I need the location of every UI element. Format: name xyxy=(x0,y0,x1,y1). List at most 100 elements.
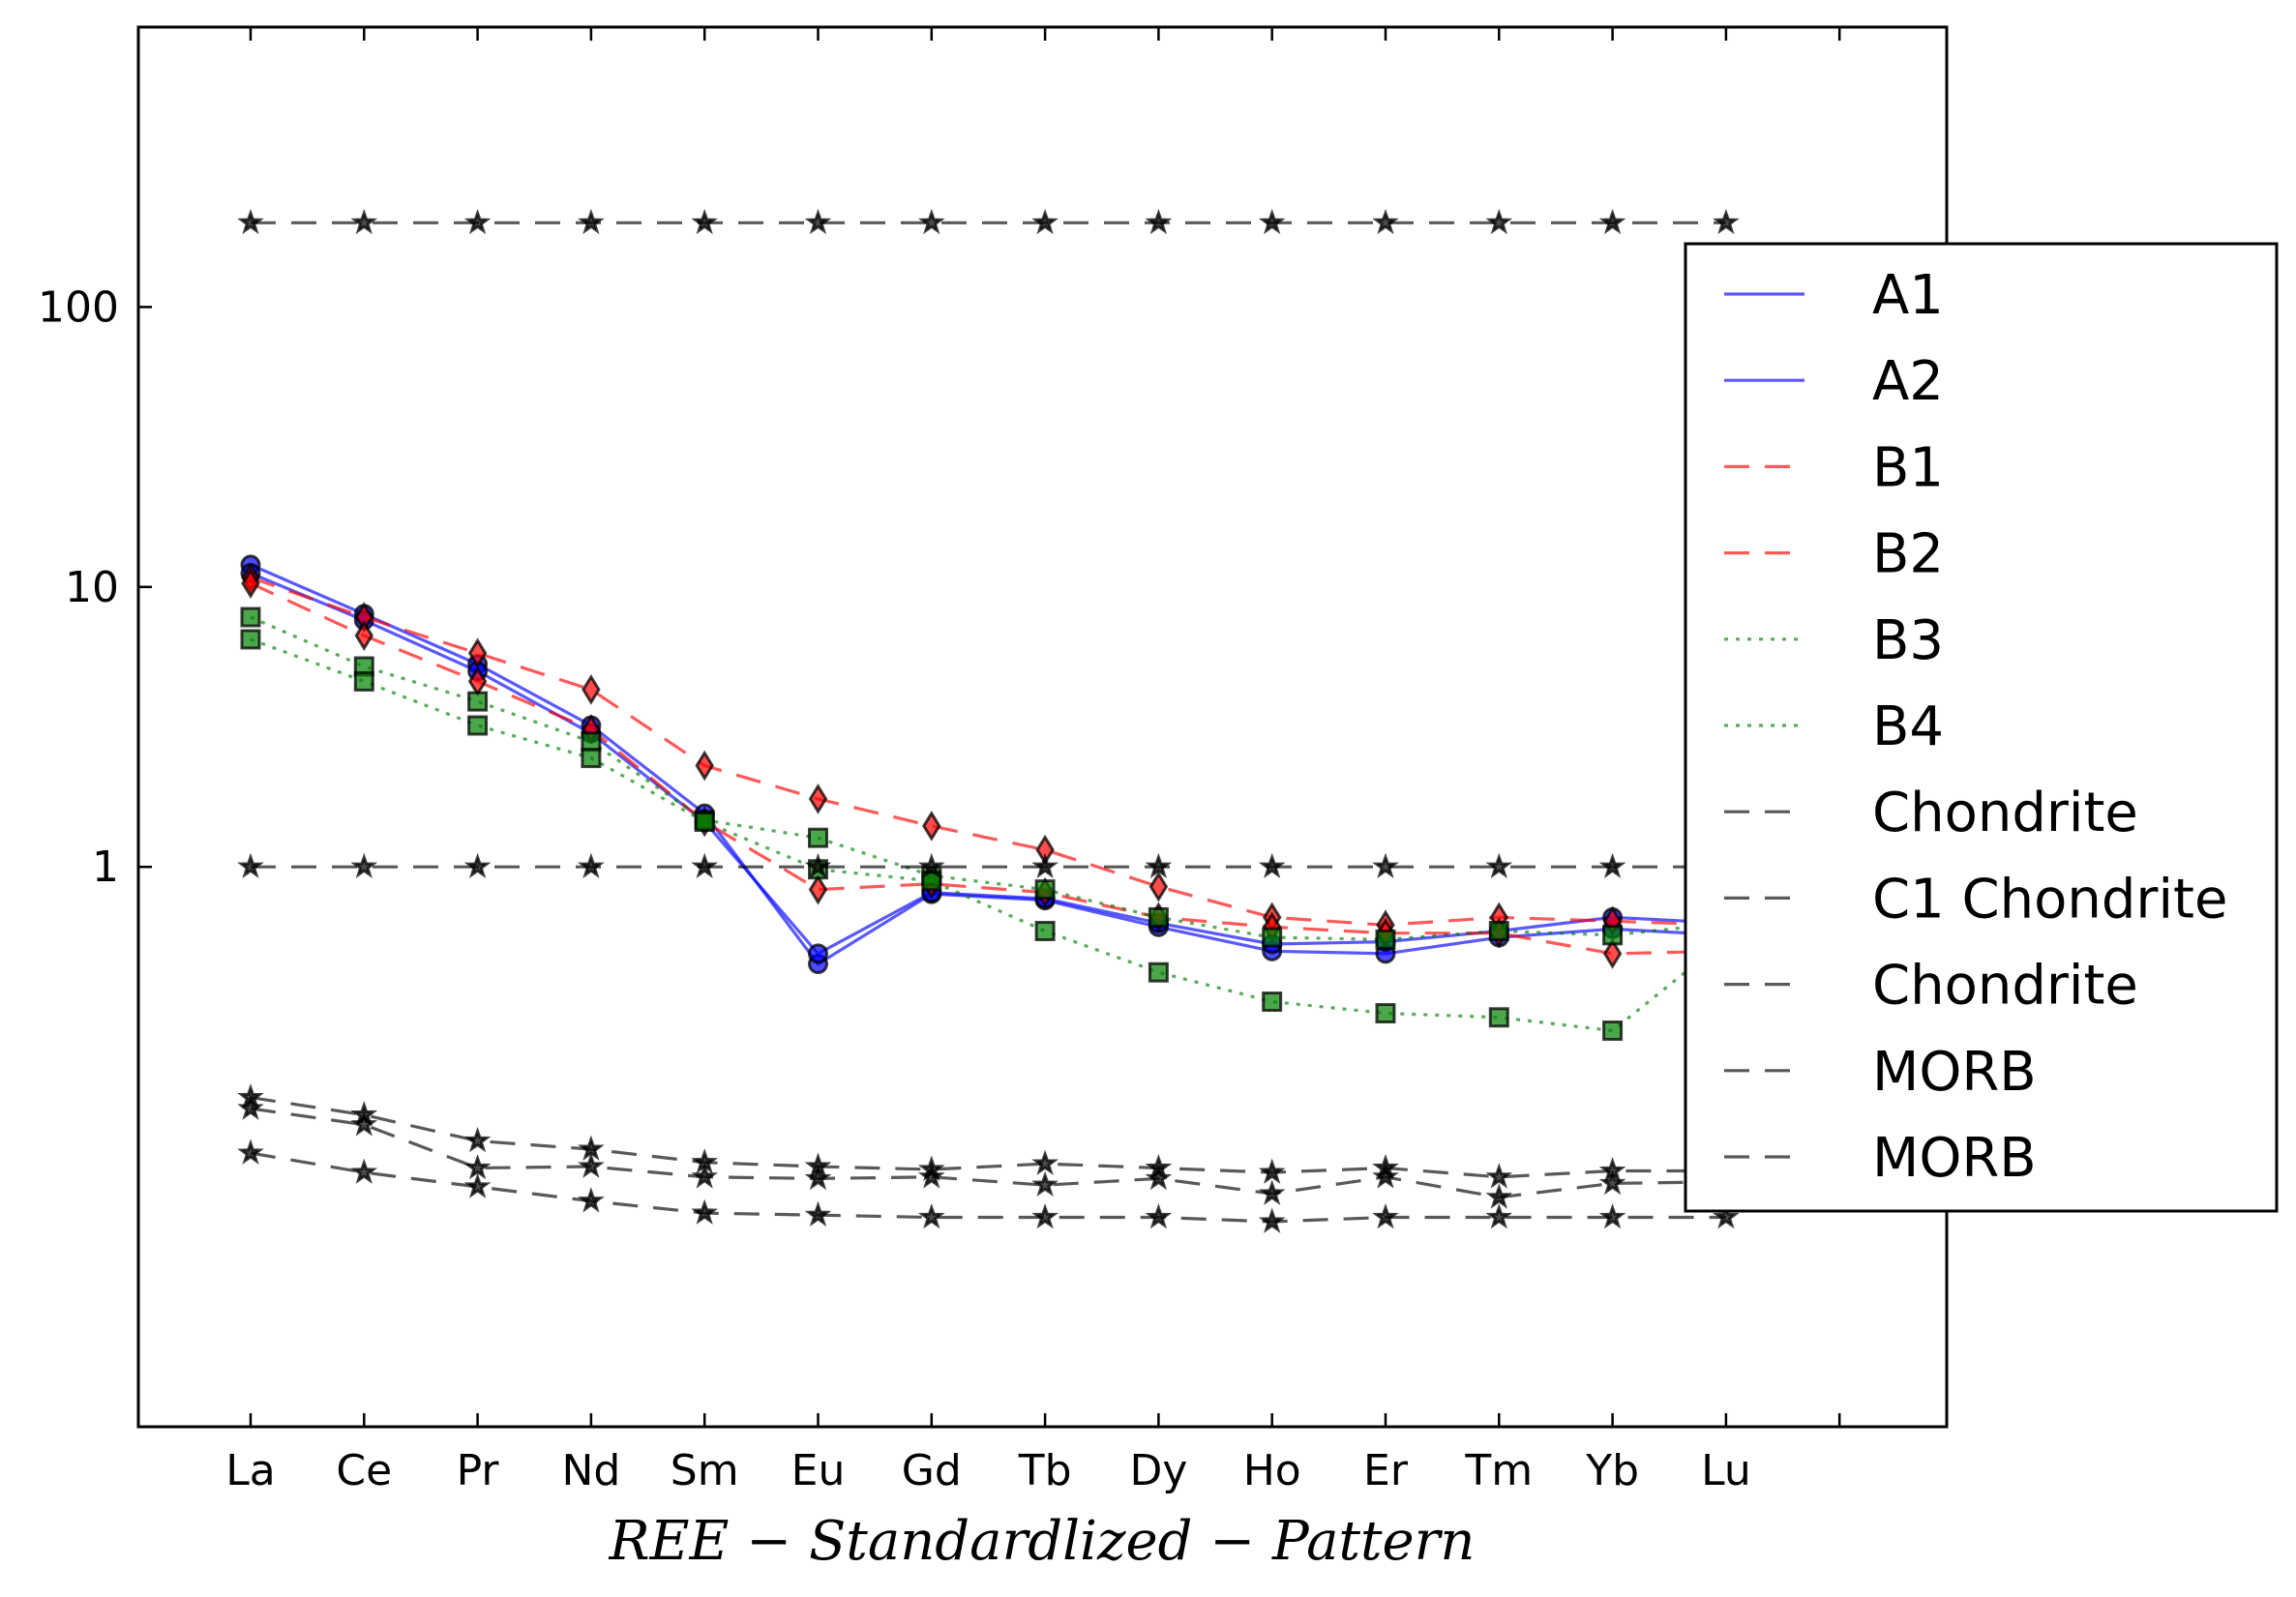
legend-label: B1 xyxy=(1872,436,1944,499)
series-line-10 xyxy=(250,1151,1726,1224)
data-point xyxy=(1258,208,1286,235)
legend-label: C1 Chondrite xyxy=(1872,868,2227,931)
data-point xyxy=(578,208,605,235)
data-point xyxy=(691,1198,719,1225)
series-9 xyxy=(237,1094,1740,1209)
series-6 xyxy=(237,208,1740,235)
x-tick-label: Lu xyxy=(1701,1446,1751,1495)
data-point xyxy=(917,852,945,878)
y-tick-label: 1 xyxy=(92,843,119,892)
data-point xyxy=(1713,208,1740,235)
data-point xyxy=(1485,1163,1513,1189)
data-point xyxy=(1034,879,1056,901)
data-point xyxy=(463,208,492,235)
data-point xyxy=(804,1164,832,1191)
data-point xyxy=(1145,1164,1173,1191)
data-point xyxy=(1145,852,1173,878)
legend-label: A2 xyxy=(1872,350,1944,413)
data-point xyxy=(1145,208,1173,235)
data-point xyxy=(463,852,492,878)
data-point xyxy=(237,1094,264,1120)
data-point xyxy=(1598,1168,1626,1196)
data-point xyxy=(1485,1183,1513,1209)
data-point xyxy=(1031,1170,1059,1197)
axis-layer: La Ce Pr Nd Sm Eu Gd Tb Dy Ho Er Tm Yb Lu 100 10 1 xyxy=(38,27,1947,1495)
data-point xyxy=(1031,1203,1059,1229)
data-point xyxy=(350,208,378,235)
data-point xyxy=(1488,1007,1509,1028)
data-point xyxy=(240,606,261,628)
data-point xyxy=(241,568,260,599)
data-point xyxy=(354,620,374,651)
data-point xyxy=(1375,929,1396,950)
data-point xyxy=(1485,208,1513,235)
data-point xyxy=(467,715,489,736)
data-point xyxy=(350,1110,378,1137)
data-point xyxy=(1602,925,1624,946)
series-line-2 xyxy=(250,576,1726,927)
data-point xyxy=(808,873,828,905)
data-point xyxy=(917,1203,945,1229)
data-point xyxy=(463,1172,492,1198)
data-point xyxy=(1598,852,1626,878)
series-layer xyxy=(237,208,1740,1233)
x-tick-label: Er xyxy=(1363,1446,1409,1495)
x-tick-label: Ho xyxy=(1243,1446,1301,1495)
legend-label: Chondrite xyxy=(1872,782,2138,844)
x-tick-label: La xyxy=(225,1446,275,1495)
legend: A1 A2 B1 B2 B3 B4 Chondrite C1 Chondrite Chondri… xyxy=(1684,242,2279,1213)
data-point xyxy=(808,784,828,814)
series-line-4 xyxy=(250,615,1727,941)
data-point xyxy=(1372,208,1399,235)
data-point xyxy=(463,1127,492,1153)
series-line-5 xyxy=(250,637,1727,1033)
data-point xyxy=(917,208,945,235)
data-point xyxy=(1034,921,1056,942)
data-point xyxy=(1485,1203,1513,1229)
data-point xyxy=(350,852,378,878)
x-tick-label: Yb xyxy=(1585,1446,1639,1495)
data-point xyxy=(691,208,719,235)
data-point xyxy=(581,748,602,769)
legend-label: B2 xyxy=(1872,523,1944,586)
data-point xyxy=(1488,921,1509,942)
data-point xyxy=(1258,1158,1286,1184)
x-tick-label: Sm xyxy=(671,1446,739,1495)
x-tick-label: Gd xyxy=(902,1446,962,1495)
series-line-9 xyxy=(250,1107,1726,1199)
data-point xyxy=(1598,1203,1626,1229)
x-axis-label: REE − Standardlized − Pattern xyxy=(609,1510,1476,1573)
data-point xyxy=(1031,1149,1059,1175)
data-point xyxy=(240,629,261,650)
series-line-8 xyxy=(250,1096,1726,1179)
x-tick-label: Ce xyxy=(336,1446,392,1495)
data-point xyxy=(350,1158,378,1184)
data-point xyxy=(463,1153,492,1180)
x-tick-label: Tm xyxy=(1464,1446,1533,1495)
legend-label: B4 xyxy=(1872,695,1944,758)
legend-label: Chondrite xyxy=(1872,955,2138,1018)
data-point xyxy=(1713,1203,1740,1229)
data-point xyxy=(1258,1207,1286,1233)
legend-label: B3 xyxy=(1872,609,1944,672)
data-point xyxy=(1485,852,1513,878)
data-point xyxy=(917,1163,945,1189)
data-point xyxy=(1602,937,1623,969)
data-point xyxy=(1372,1163,1399,1189)
legend-box xyxy=(1684,242,2279,1213)
legend-label: MORB xyxy=(1872,1127,2037,1190)
data-point xyxy=(695,750,714,782)
data-point xyxy=(237,208,264,235)
data-point xyxy=(1598,208,1626,235)
data-point xyxy=(1258,1179,1286,1205)
data-point xyxy=(804,208,832,235)
data-point xyxy=(467,691,489,712)
data-point xyxy=(581,674,601,705)
data-point xyxy=(237,1139,264,1165)
data-point xyxy=(1262,927,1283,948)
x-tick-label: Tb xyxy=(1018,1446,1072,1495)
data-point xyxy=(1148,961,1169,983)
legend-label: A1 xyxy=(1872,264,1944,327)
data-point xyxy=(1375,1003,1396,1024)
